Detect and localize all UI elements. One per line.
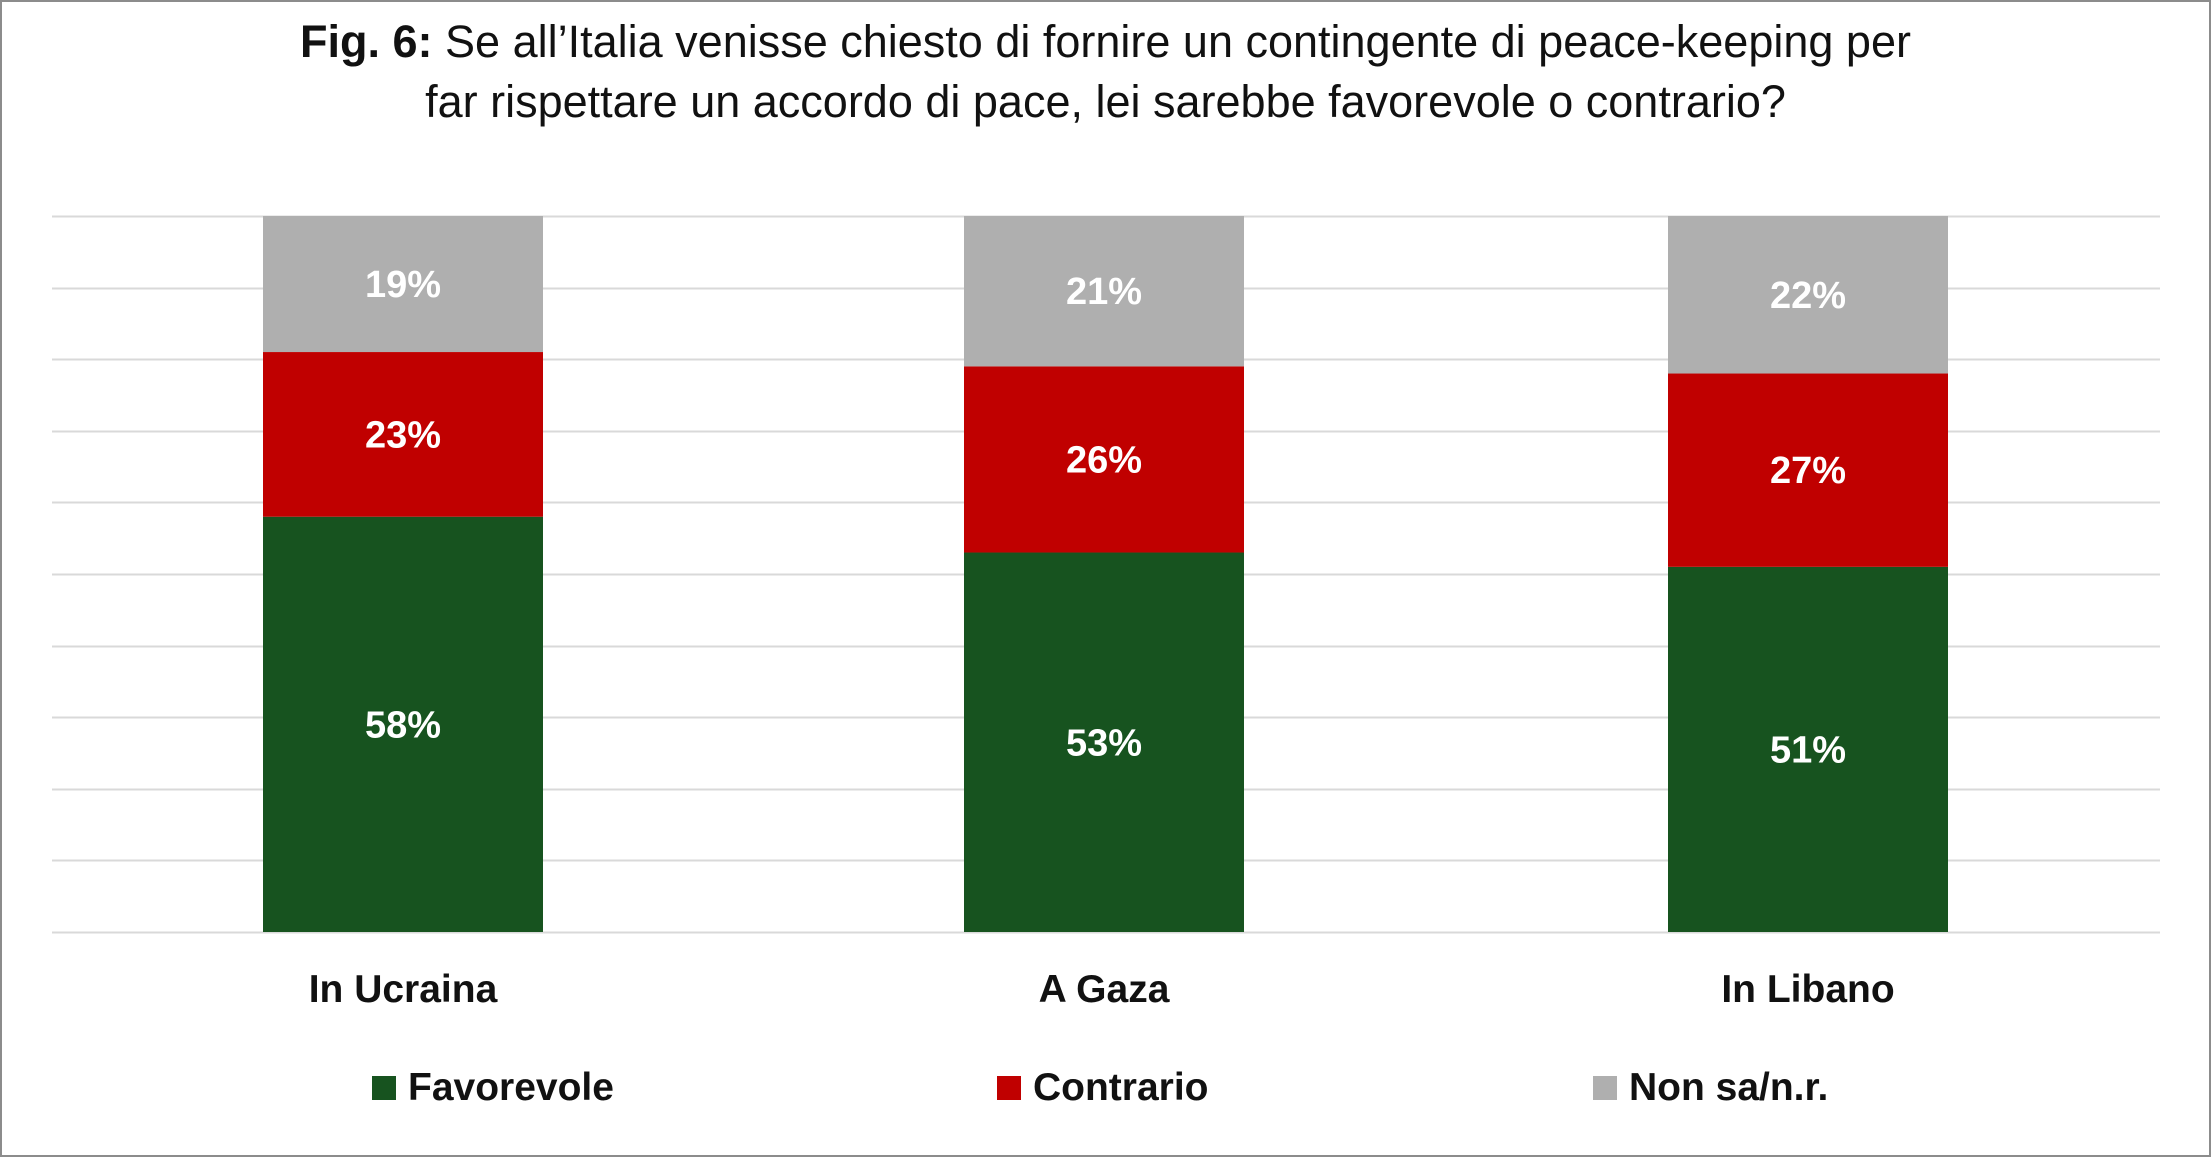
data-label: 26% bbox=[1066, 439, 1142, 481]
legend-item: Favorevole bbox=[372, 1058, 614, 1118]
category-label: In Libano bbox=[1721, 968, 1894, 1011]
bar-contrario-2 bbox=[1668, 373, 1948, 567]
bar-favorevole-0 bbox=[263, 516, 543, 932]
bar-contrario-0 bbox=[263, 352, 543, 517]
legend-swatch bbox=[372, 1076, 396, 1100]
title-line-1: Se all’Italia venisse chiesto di fornire… bbox=[445, 16, 1911, 67]
legend-item: Contrario bbox=[997, 1058, 1209, 1118]
bar-non-sa-n-r-0 bbox=[263, 216, 543, 353]
bars bbox=[263, 216, 1948, 932]
data-label: 53% bbox=[1066, 722, 1142, 764]
title-line-2: far rispettare un accordo di pace, lei s… bbox=[425, 76, 1786, 127]
figure-label: Fig. 6: bbox=[300, 16, 433, 67]
data-label: 58% bbox=[365, 704, 441, 746]
legend-label: Non sa/n.r. bbox=[1629, 1066, 1829, 1109]
data-labels: 58% 23% 19% 53% 26% 21% 51% 27% 22% bbox=[365, 264, 1846, 771]
legend-item: Non sa/n.r. bbox=[1593, 1058, 1828, 1118]
legend-swatch bbox=[997, 1076, 1021, 1100]
data-label: 21% bbox=[1066, 271, 1142, 313]
chart-title: Fig. 6: Se all’Italia venisse chiesto di… bbox=[0, 12, 2211, 132]
category-labels: In Ucraina A Gaza In Libano bbox=[309, 968, 1895, 1011]
bar-favorevole-2 bbox=[1668, 566, 1948, 932]
category-label: In Ucraina bbox=[309, 968, 498, 1011]
data-label: 51% bbox=[1770, 729, 1846, 771]
data-label: 27% bbox=[1770, 450, 1846, 492]
data-label: 19% bbox=[365, 264, 441, 306]
legend-swatch bbox=[1593, 1076, 1617, 1100]
chart-legend: Favorevole Contrario Non sa/n.r. bbox=[0, 1058, 2211, 1118]
bar-favorevole-1 bbox=[964, 552, 1244, 932]
legend-label: Contrario bbox=[1033, 1066, 1209, 1109]
data-label: 22% bbox=[1770, 275, 1846, 317]
bar-non-sa-n-r-1 bbox=[964, 216, 1244, 367]
bar-non-sa-n-r-2 bbox=[1668, 216, 1948, 374]
bar-contrario-1 bbox=[964, 366, 1244, 553]
data-label: 23% bbox=[365, 414, 441, 456]
category-label: A Gaza bbox=[1039, 968, 1170, 1011]
legend-label: Favorevole bbox=[408, 1066, 614, 1109]
